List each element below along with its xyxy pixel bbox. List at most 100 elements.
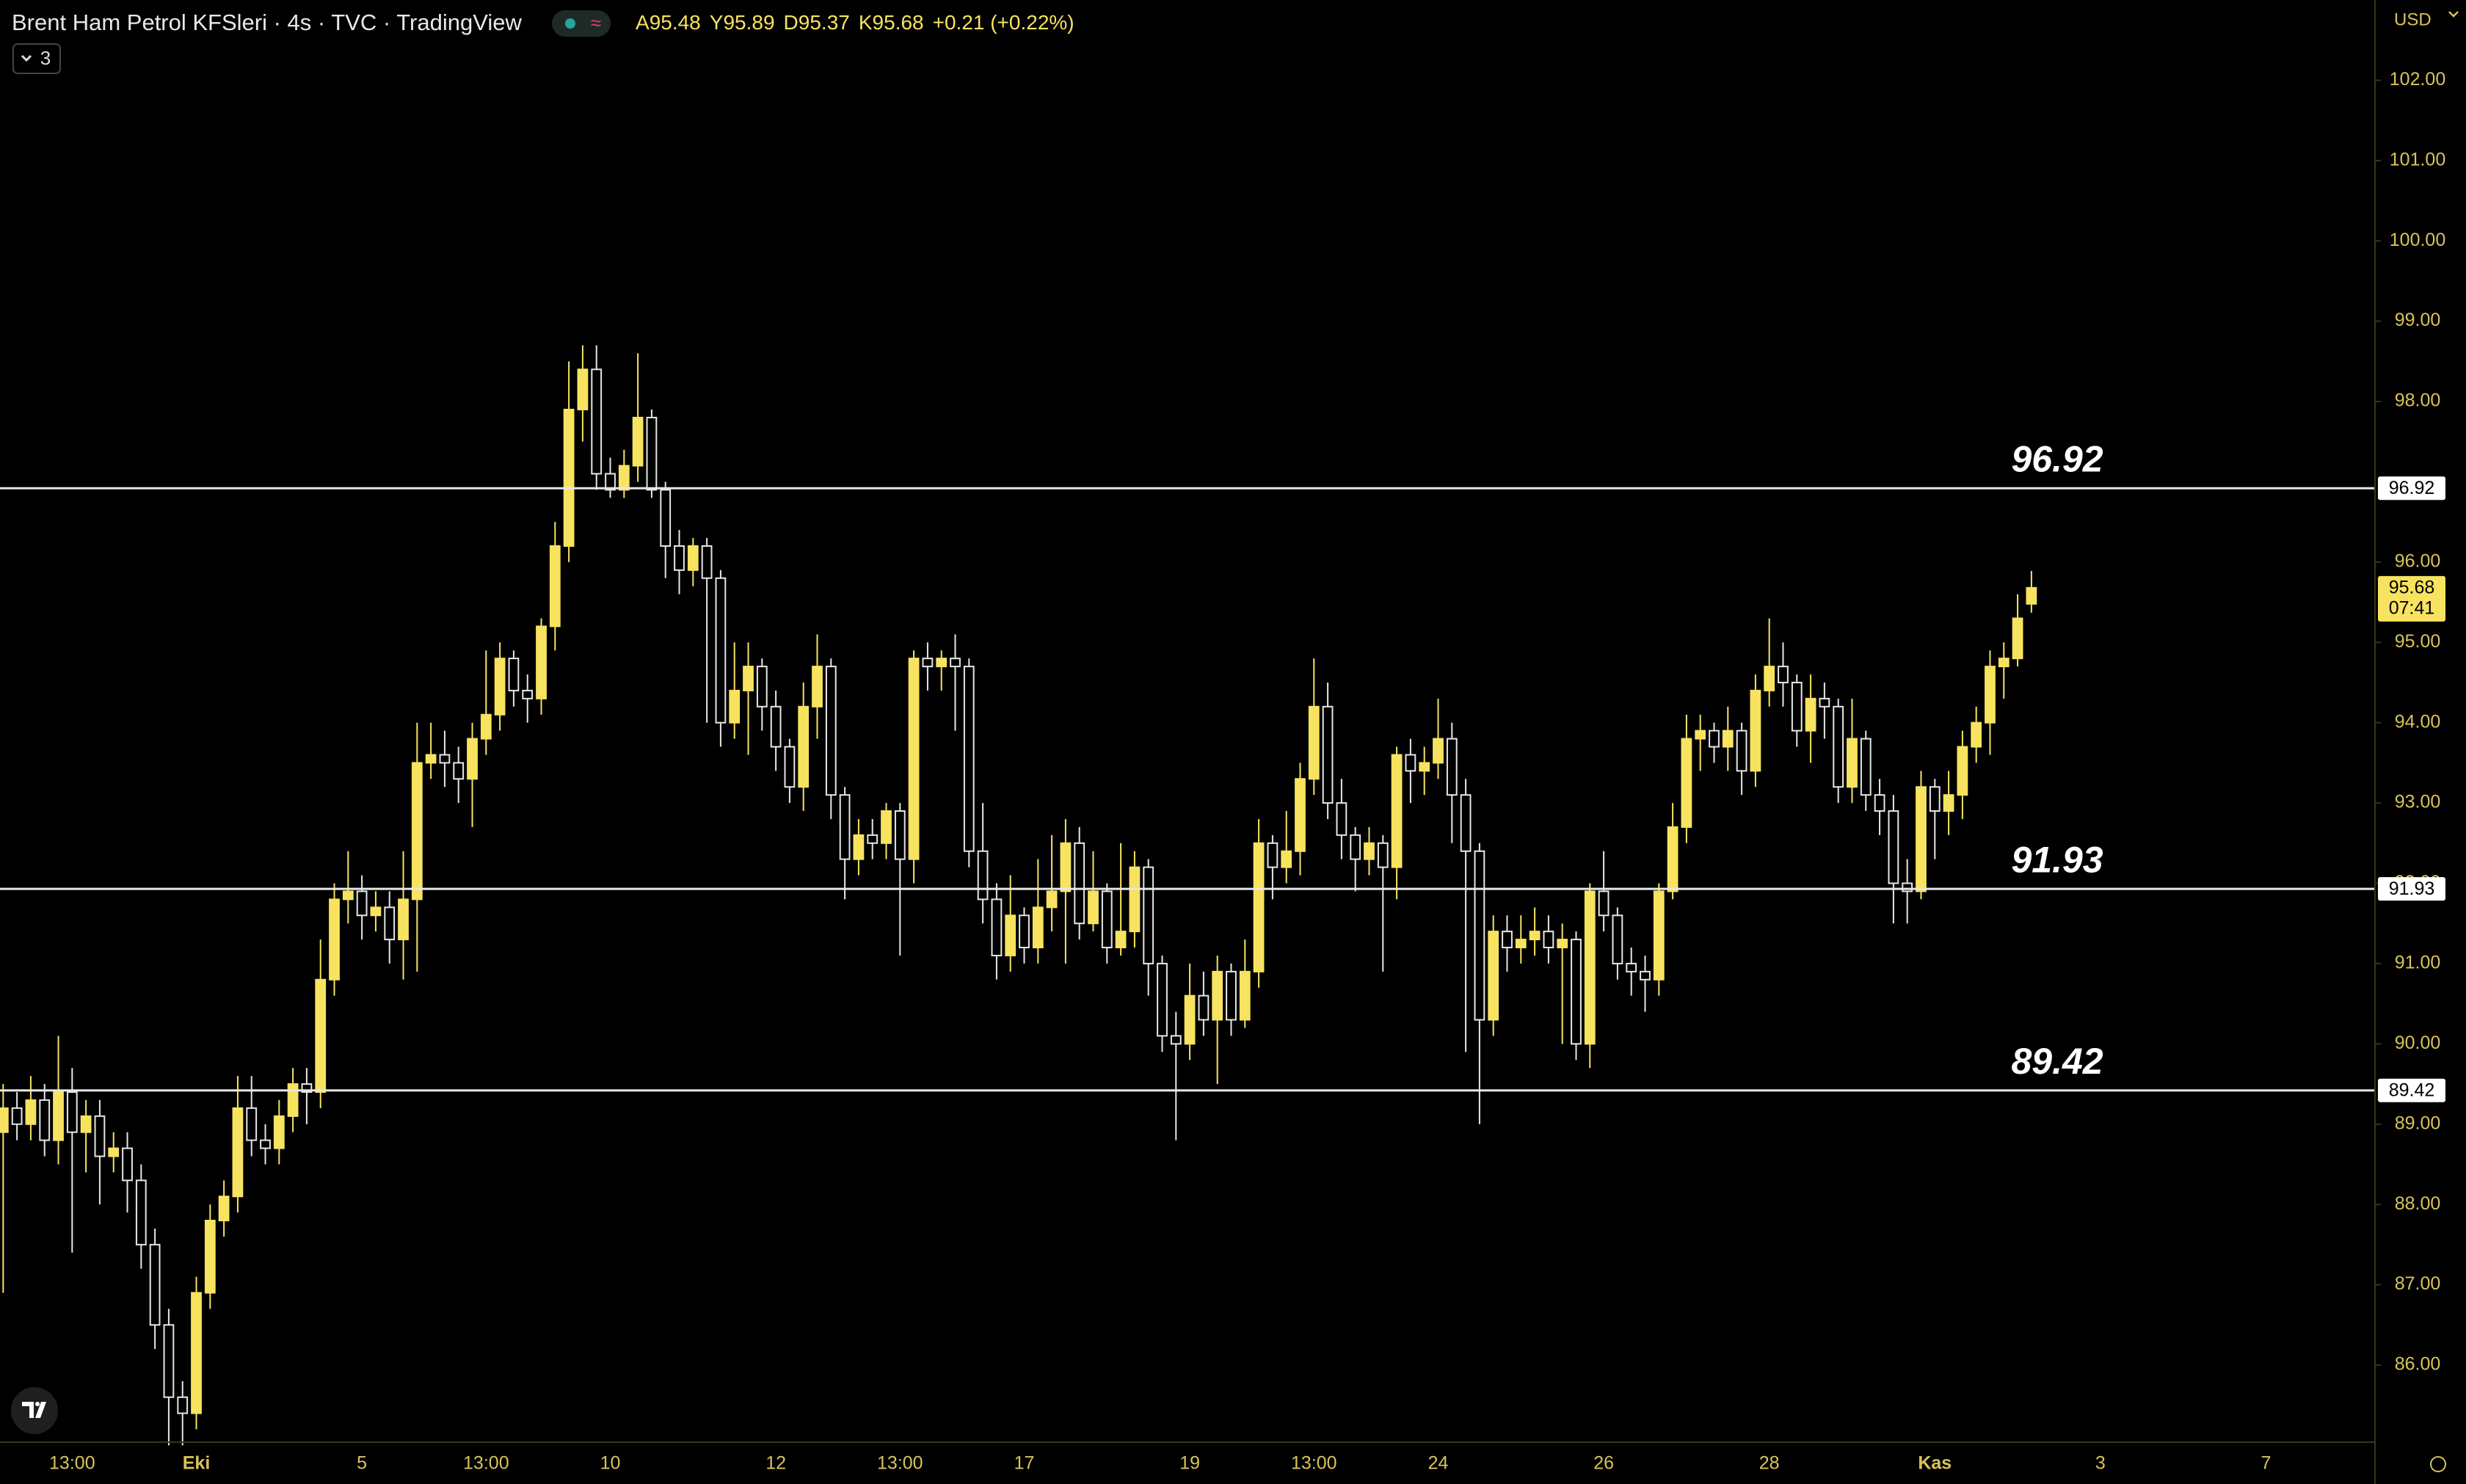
candle-body bbox=[1543, 931, 1554, 949]
candle-body bbox=[508, 658, 520, 691]
candle bbox=[1764, 618, 1775, 707]
candle-body bbox=[1791, 681, 1803, 732]
candle-body bbox=[1640, 970, 1651, 981]
candle-body bbox=[1653, 890, 1665, 981]
y-tick-label: 102.00 bbox=[2390, 69, 2445, 90]
candle-body bbox=[991, 898, 1003, 956]
candle-body bbox=[260, 1139, 271, 1149]
logo-mark bbox=[22, 1402, 46, 1418]
candle bbox=[1791, 674, 1803, 747]
candle bbox=[1709, 722, 1720, 763]
currency[interactable]: USD bbox=[2394, 10, 2432, 29]
candle-body bbox=[135, 1179, 147, 1245]
candle-body bbox=[1115, 931, 1127, 949]
candle-body bbox=[1902, 882, 1913, 892]
candle-body bbox=[894, 810, 906, 860]
candle-body bbox=[94, 1115, 106, 1157]
candle-body bbox=[743, 666, 754, 691]
indicator-count: 3 bbox=[40, 47, 51, 69]
candle bbox=[1998, 642, 2009, 699]
candle-body bbox=[11, 1107, 23, 1125]
candle-body bbox=[618, 465, 630, 491]
candle bbox=[812, 634, 823, 739]
candle bbox=[149, 1228, 161, 1350]
candle bbox=[1543, 915, 1554, 964]
x-tick-label: Eki bbox=[183, 1453, 211, 1474]
candle-body bbox=[2026, 586, 2037, 605]
candle bbox=[1916, 771, 1927, 900]
candle-body bbox=[936, 658, 948, 668]
candle-body bbox=[632, 416, 644, 467]
candle bbox=[936, 650, 948, 691]
candle-body bbox=[1667, 826, 1678, 892]
candle bbox=[370, 891, 382, 932]
indicator-toggle[interactable] bbox=[12, 43, 61, 74]
candle bbox=[1502, 915, 1513, 972]
candle bbox=[591, 345, 603, 490]
candle-body bbox=[1157, 962, 1168, 1037]
candle-body bbox=[2012, 617, 2023, 660]
ohlc-value: 95.68 bbox=[873, 11, 924, 34]
candle bbox=[508, 650, 520, 707]
y-tick-label: 93.00 bbox=[2395, 792, 2441, 812]
candle bbox=[922, 642, 934, 691]
candle bbox=[522, 674, 534, 723]
candle-body bbox=[715, 577, 727, 724]
candle-body bbox=[1198, 994, 1210, 1021]
candle-body bbox=[798, 705, 810, 788]
candle-body bbox=[1515, 939, 1527, 949]
candle bbox=[53, 1036, 64, 1165]
candle-body bbox=[1350, 834, 1361, 860]
candle-body bbox=[370, 906, 382, 917]
candle-body bbox=[950, 658, 961, 668]
candle-body bbox=[273, 1115, 285, 1149]
chevron bbox=[21, 54, 32, 62]
candle bbox=[1598, 851, 1610, 932]
candle bbox=[1805, 674, 1816, 763]
candle-body bbox=[1322, 705, 1334, 804]
candle bbox=[1433, 698, 1444, 779]
currency-chevron bbox=[2448, 11, 2459, 18]
candle bbox=[1005, 875, 1016, 972]
candle bbox=[1736, 722, 1747, 796]
plot: 96.92 91.93 89.42 bbox=[0, 345, 2375, 1446]
candle-body bbox=[1736, 730, 1747, 772]
candle bbox=[605, 457, 616, 498]
level-tag bbox=[2378, 1078, 2445, 1102]
tv-logo[interactable] bbox=[11, 1387, 58, 1434]
price-tag-label: 95.68 bbox=[2389, 577, 2435, 597]
candle bbox=[536, 618, 547, 715]
candle-body bbox=[149, 1243, 161, 1326]
candle bbox=[1184, 963, 1196, 1061]
candle bbox=[618, 449, 630, 498]
candle-body bbox=[1419, 762, 1430, 772]
settings-icon[interactable] bbox=[2430, 1456, 2446, 1472]
candle bbox=[1515, 915, 1527, 964]
candle-body bbox=[287, 1083, 299, 1117]
candle bbox=[660, 481, 672, 578]
candle-body bbox=[839, 794, 851, 860]
candle-body bbox=[522, 689, 534, 699]
candle-body bbox=[1998, 658, 2009, 668]
candle bbox=[1281, 811, 1292, 884]
candle-body bbox=[1847, 738, 1858, 788]
candle-body bbox=[1557, 939, 1568, 949]
candle-body bbox=[1502, 931, 1513, 949]
candle bbox=[273, 1099, 285, 1165]
candle-body bbox=[1488, 931, 1499, 1021]
level-tag-label: 96.92 bbox=[2389, 478, 2435, 498]
candle-body bbox=[756, 666, 768, 708]
candle-body bbox=[977, 850, 989, 901]
candle bbox=[1860, 730, 1872, 812]
x-tick-label: 13:00 bbox=[1291, 1453, 1337, 1474]
candle-body bbox=[1985, 666, 1996, 724]
candle-body bbox=[853, 834, 865, 860]
candle bbox=[674, 530, 685, 594]
candle bbox=[687, 538, 699, 586]
candle-body bbox=[922, 658, 934, 668]
status-pill[interactable] bbox=[552, 10, 611, 37]
candle-body bbox=[1129, 866, 1141, 933]
candle bbox=[232, 1076, 244, 1213]
candle-body bbox=[480, 713, 492, 740]
